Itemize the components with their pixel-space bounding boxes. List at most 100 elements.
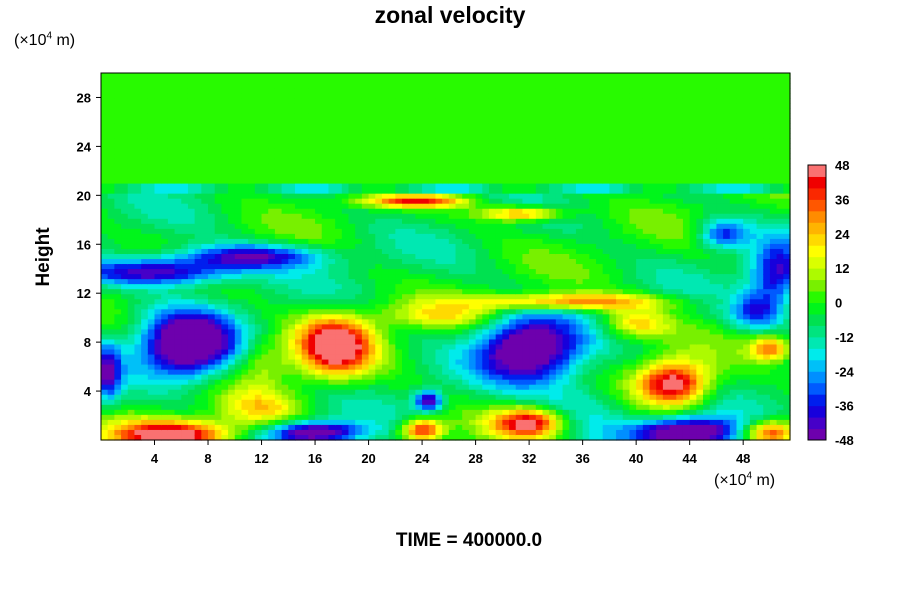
field-cell (187, 324, 196, 330)
field-cell (515, 419, 524, 426)
field-cell (549, 248, 557, 255)
field-cell (194, 374, 202, 381)
field-cell (254, 274, 263, 280)
field-cell (368, 83, 376, 89)
field-cell (241, 83, 249, 89)
field-cell (375, 314, 383, 320)
field-cell (495, 314, 503, 320)
field-cell (529, 424, 537, 431)
field-cell (495, 429, 503, 436)
field-cell (268, 198, 276, 205)
field-cell (381, 153, 390, 160)
field-cell (315, 108, 323, 114)
field-cell (161, 83, 169, 89)
field-cell (154, 163, 162, 170)
field-cell (121, 399, 129, 406)
field-cell (261, 344, 269, 351)
field-cell (248, 78, 256, 84)
field-cell (502, 319, 510, 325)
field-cell (468, 284, 477, 290)
field-cell (248, 193, 256, 200)
field-cell (522, 203, 530, 210)
field-cell (248, 88, 256, 94)
field-cell (147, 329, 156, 336)
field-cell (448, 279, 457, 285)
field-cell (194, 399, 202, 406)
field-cell (308, 228, 316, 235)
field-cell (234, 83, 243, 89)
field-cell (335, 203, 343, 210)
field-cell (228, 168, 236, 175)
field-cell (308, 253, 316, 260)
field-cell (127, 424, 136, 431)
field-cell (335, 344, 343, 351)
field-cell (402, 369, 410, 376)
field-cell (221, 233, 229, 240)
field-cell (234, 359, 243, 366)
field-cell (121, 178, 129, 185)
field-cell (422, 399, 430, 406)
field-cell (435, 314, 443, 320)
field-cell (228, 203, 236, 210)
field-cell (228, 369, 236, 376)
field-cell (141, 299, 149, 305)
field-cell (134, 289, 142, 295)
field-cell (134, 88, 142, 94)
field-cell (448, 118, 457, 124)
field-cell (488, 103, 497, 109)
field-cell (174, 334, 182, 341)
field-cell (482, 133, 490, 139)
field-cell (468, 424, 477, 431)
field-cell (261, 138, 269, 144)
field-cell (375, 324, 383, 330)
field-cell (355, 359, 363, 366)
field-cell (529, 203, 537, 210)
field-cell (529, 188, 537, 195)
field-cell (408, 208, 416, 215)
field-cell (428, 228, 437, 235)
field-cell (448, 284, 457, 290)
field-cell (435, 113, 443, 119)
field-cell (254, 414, 263, 421)
field-cell (134, 354, 142, 361)
field-cell (555, 123, 564, 129)
field-cell (208, 243, 216, 250)
field-cell (415, 409, 423, 416)
field-cell (468, 123, 477, 129)
field-cell (502, 374, 510, 381)
field-cell (147, 334, 156, 341)
field-cell (241, 309, 249, 315)
field-cell (321, 274, 330, 280)
field-cell (509, 309, 517, 315)
field-cell (288, 364, 296, 371)
field-cell (402, 108, 410, 114)
field-cell (315, 113, 323, 119)
field-cell (127, 409, 136, 416)
field-cell (428, 93, 437, 99)
field-cell (154, 294, 162, 300)
field-cell (107, 248, 115, 255)
field-cell (361, 314, 370, 320)
field-cell (241, 243, 249, 250)
field-cell (121, 128, 129, 134)
field-cell (221, 198, 229, 205)
field-cell (435, 128, 443, 134)
field-cell (281, 374, 289, 381)
field-cell (368, 329, 376, 336)
field-cell (442, 203, 450, 210)
field-cell (402, 389, 410, 396)
field-cell (308, 173, 316, 180)
field-cell (294, 118, 303, 124)
field-cell (141, 374, 149, 381)
field-cell (368, 93, 376, 99)
field-cell (114, 354, 122, 361)
field-cell (361, 93, 370, 99)
field-cell (335, 374, 343, 381)
field-cell (288, 233, 296, 240)
field-cell (134, 108, 142, 114)
field-cell (294, 128, 303, 134)
field-cell (127, 374, 136, 381)
field-cell (348, 364, 356, 371)
field-cell (488, 253, 497, 260)
field-cell (341, 193, 350, 200)
